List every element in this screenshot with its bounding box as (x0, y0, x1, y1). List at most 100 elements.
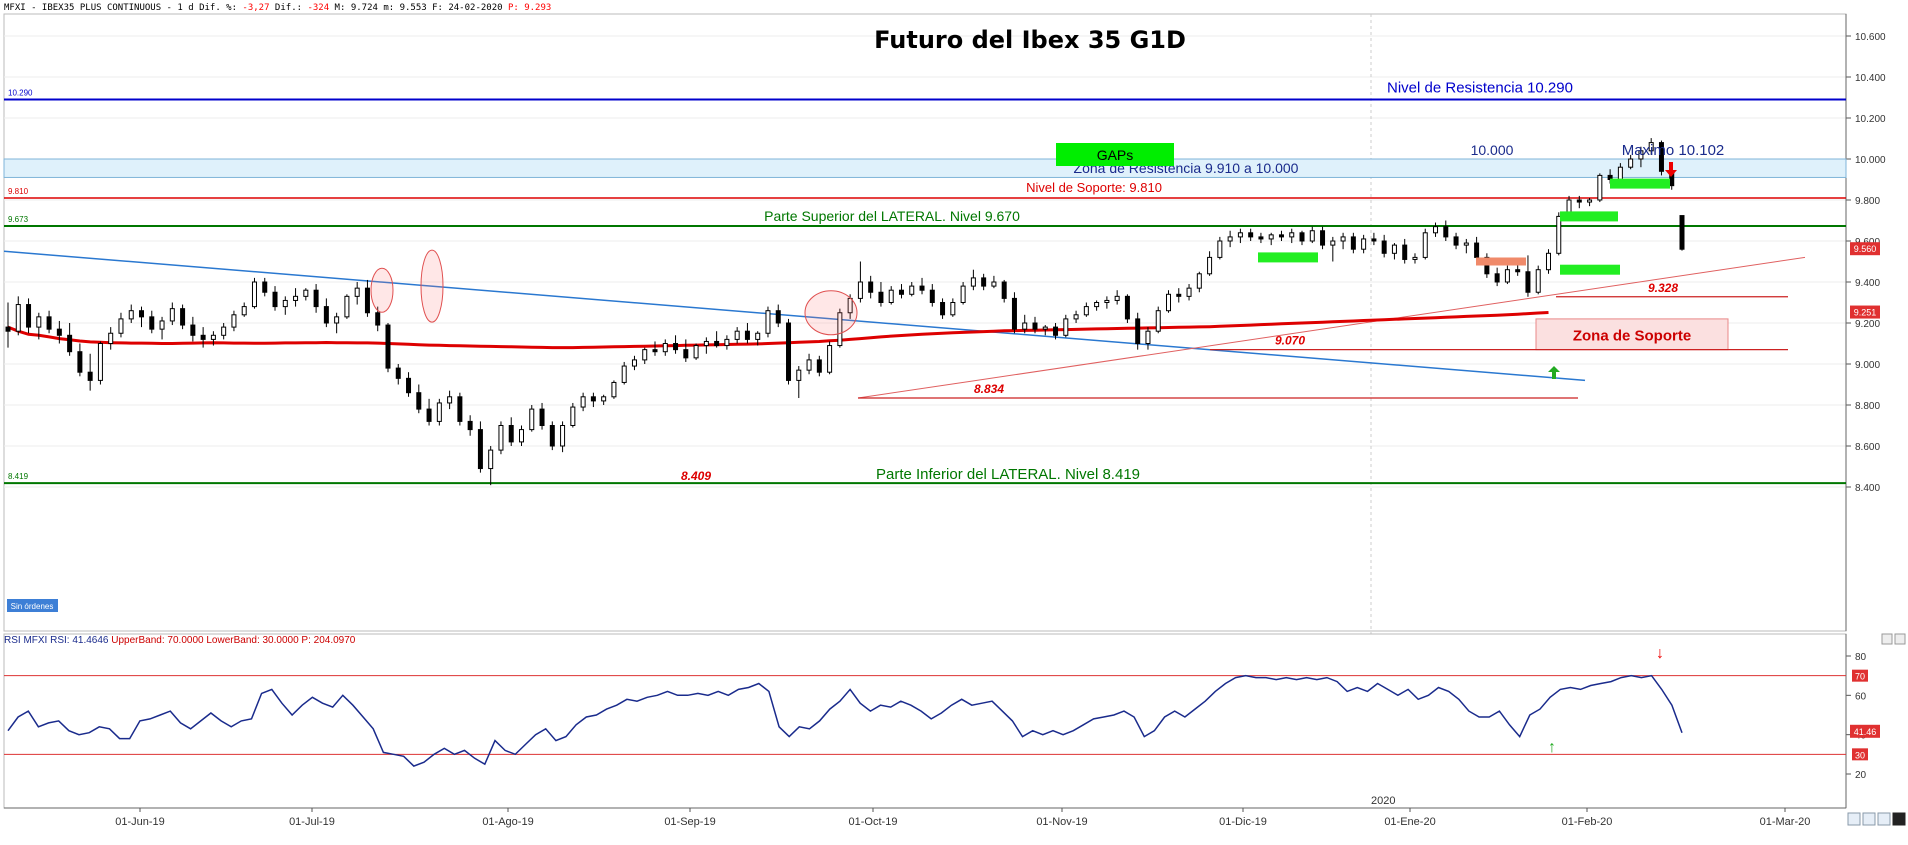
candle-down (190, 324, 196, 336)
candle-down (1053, 326, 1059, 336)
candle-down (1453, 236, 1459, 246)
rsi-layer: 20406080703041.46↓↑ (4, 634, 1880, 808)
candle-up (570, 406, 576, 426)
gaps-box (1056, 143, 1174, 166)
gaps-label: GAPs (1097, 147, 1134, 163)
ma-line (7, 311, 1549, 350)
drawing-tool-button[interactable] (1877, 812, 1891, 826)
candle-up (1340, 236, 1346, 242)
candle-up (857, 281, 863, 299)
candle-down (1402, 244, 1408, 260)
candle-down (406, 377, 412, 394)
gaps-label-box: GAPs (1056, 143, 1174, 166)
candle-up (601, 396, 607, 402)
candle-down (981, 277, 987, 287)
gap-marker (1610, 178, 1670, 189)
candle-up (1504, 269, 1510, 283)
candle-down (1371, 238, 1377, 242)
candle-up (1289, 232, 1295, 238)
candle-down (1494, 273, 1500, 283)
trendlines: 8.834 9.070 9.328 8.409 (3, 250, 1806, 483)
candle-down (744, 330, 750, 340)
y-tick-label: 10.400 (1855, 73, 1886, 84)
candle-down (775, 310, 781, 324)
candle-down (26, 304, 32, 328)
candle-up (488, 449, 494, 470)
candle-down (1001, 281, 1007, 299)
stop-button[interactable] (1892, 812, 1906, 826)
candle-up (303, 289, 309, 297)
rsi-band-tag-label: 70 (1855, 672, 1865, 682)
candle-up (827, 345, 833, 373)
x-tick-label: 01-Mar-20 (1760, 816, 1811, 828)
candle-down (673, 343, 679, 351)
year-marker: 2020 (1371, 795, 1395, 807)
candle-up (1186, 287, 1192, 297)
gap-marker (1560, 211, 1618, 222)
candle-down (426, 408, 432, 422)
candle-up (755, 332, 761, 340)
rsi-line (7, 674, 1683, 767)
candle-down (467, 420, 473, 431)
candle-down (1525, 271, 1531, 293)
candle-up (282, 299, 288, 308)
candle-up (36, 316, 42, 328)
candle-down (180, 308, 186, 326)
zoom-in-button[interactable] (1862, 812, 1876, 826)
candle-up (1073, 314, 1079, 320)
close-pane-button[interactable] (1894, 633, 1906, 645)
candle-down (1320, 230, 1326, 246)
x-tick-label: 01-Ene-20 (1384, 816, 1435, 828)
candle-up (693, 345, 699, 359)
candle-down (1032, 322, 1038, 330)
candle-up (169, 308, 175, 322)
candle-up (1155, 310, 1161, 332)
candle-up (1217, 240, 1223, 258)
candle-up (241, 306, 247, 316)
level-label: Parte Inferior del LATERAL. Nivel 8.419 (876, 466, 1140, 483)
moving-average (7, 311, 1549, 350)
candle-up (1617, 166, 1623, 180)
header-part: P: 9.293 (508, 3, 551, 13)
y-tick-label: 10.200 (1855, 114, 1886, 125)
candle-down (1484, 256, 1490, 275)
rsi-y-tick-label: 20 (1855, 770, 1867, 781)
no-orders-box[interactable] (7, 599, 58, 612)
candle-down (786, 322, 792, 381)
rsi-current-tag (1850, 724, 1880, 738)
candle-up (1083, 306, 1089, 316)
candle-down (200, 334, 206, 340)
max-label: Maximo 10.102 (1622, 142, 1725, 159)
candle-up (765, 310, 771, 334)
candle-up (950, 302, 956, 316)
y-tick-label: 9.200 (1855, 319, 1880, 330)
no-orders-badge[interactable]: Sin órdenes (7, 599, 58, 612)
pane-controls[interactable] (1847, 633, 1906, 826)
candle-up (293, 295, 299, 301)
candle-up (611, 381, 617, 398)
gap-marker-red (1476, 257, 1526, 266)
x-tick-label: 01-Feb-20 (1562, 816, 1613, 828)
candle-down (395, 367, 401, 379)
candle-up (888, 289, 894, 304)
candle-up (1114, 295, 1120, 301)
zoom-out-button[interactable] (1847, 812, 1861, 826)
support-line-label: 8.834 (974, 382, 1004, 396)
candle-down (77, 351, 83, 373)
candle-up (991, 281, 997, 287)
x-tick-label: 01-Jul-19 (289, 816, 335, 828)
y-tick-label: 10.600 (1855, 32, 1886, 43)
header-part: -3,27 (242, 3, 269, 13)
candle-up (1268, 234, 1274, 240)
candle-up (580, 396, 586, 408)
candle-down (878, 291, 884, 303)
candle-up (703, 340, 709, 347)
header-part: M: 9.724 m: 9.553 F: 24-02-2020 (329, 3, 508, 13)
candle-up (909, 285, 915, 295)
candle-up (1412, 256, 1418, 260)
minimize-pane-button[interactable] (1881, 633, 1893, 645)
chart-title: Futuro del Ibex 35 G1D (874, 26, 1186, 54)
candle-up (1648, 142, 1654, 152)
candle-down (1515, 269, 1521, 273)
